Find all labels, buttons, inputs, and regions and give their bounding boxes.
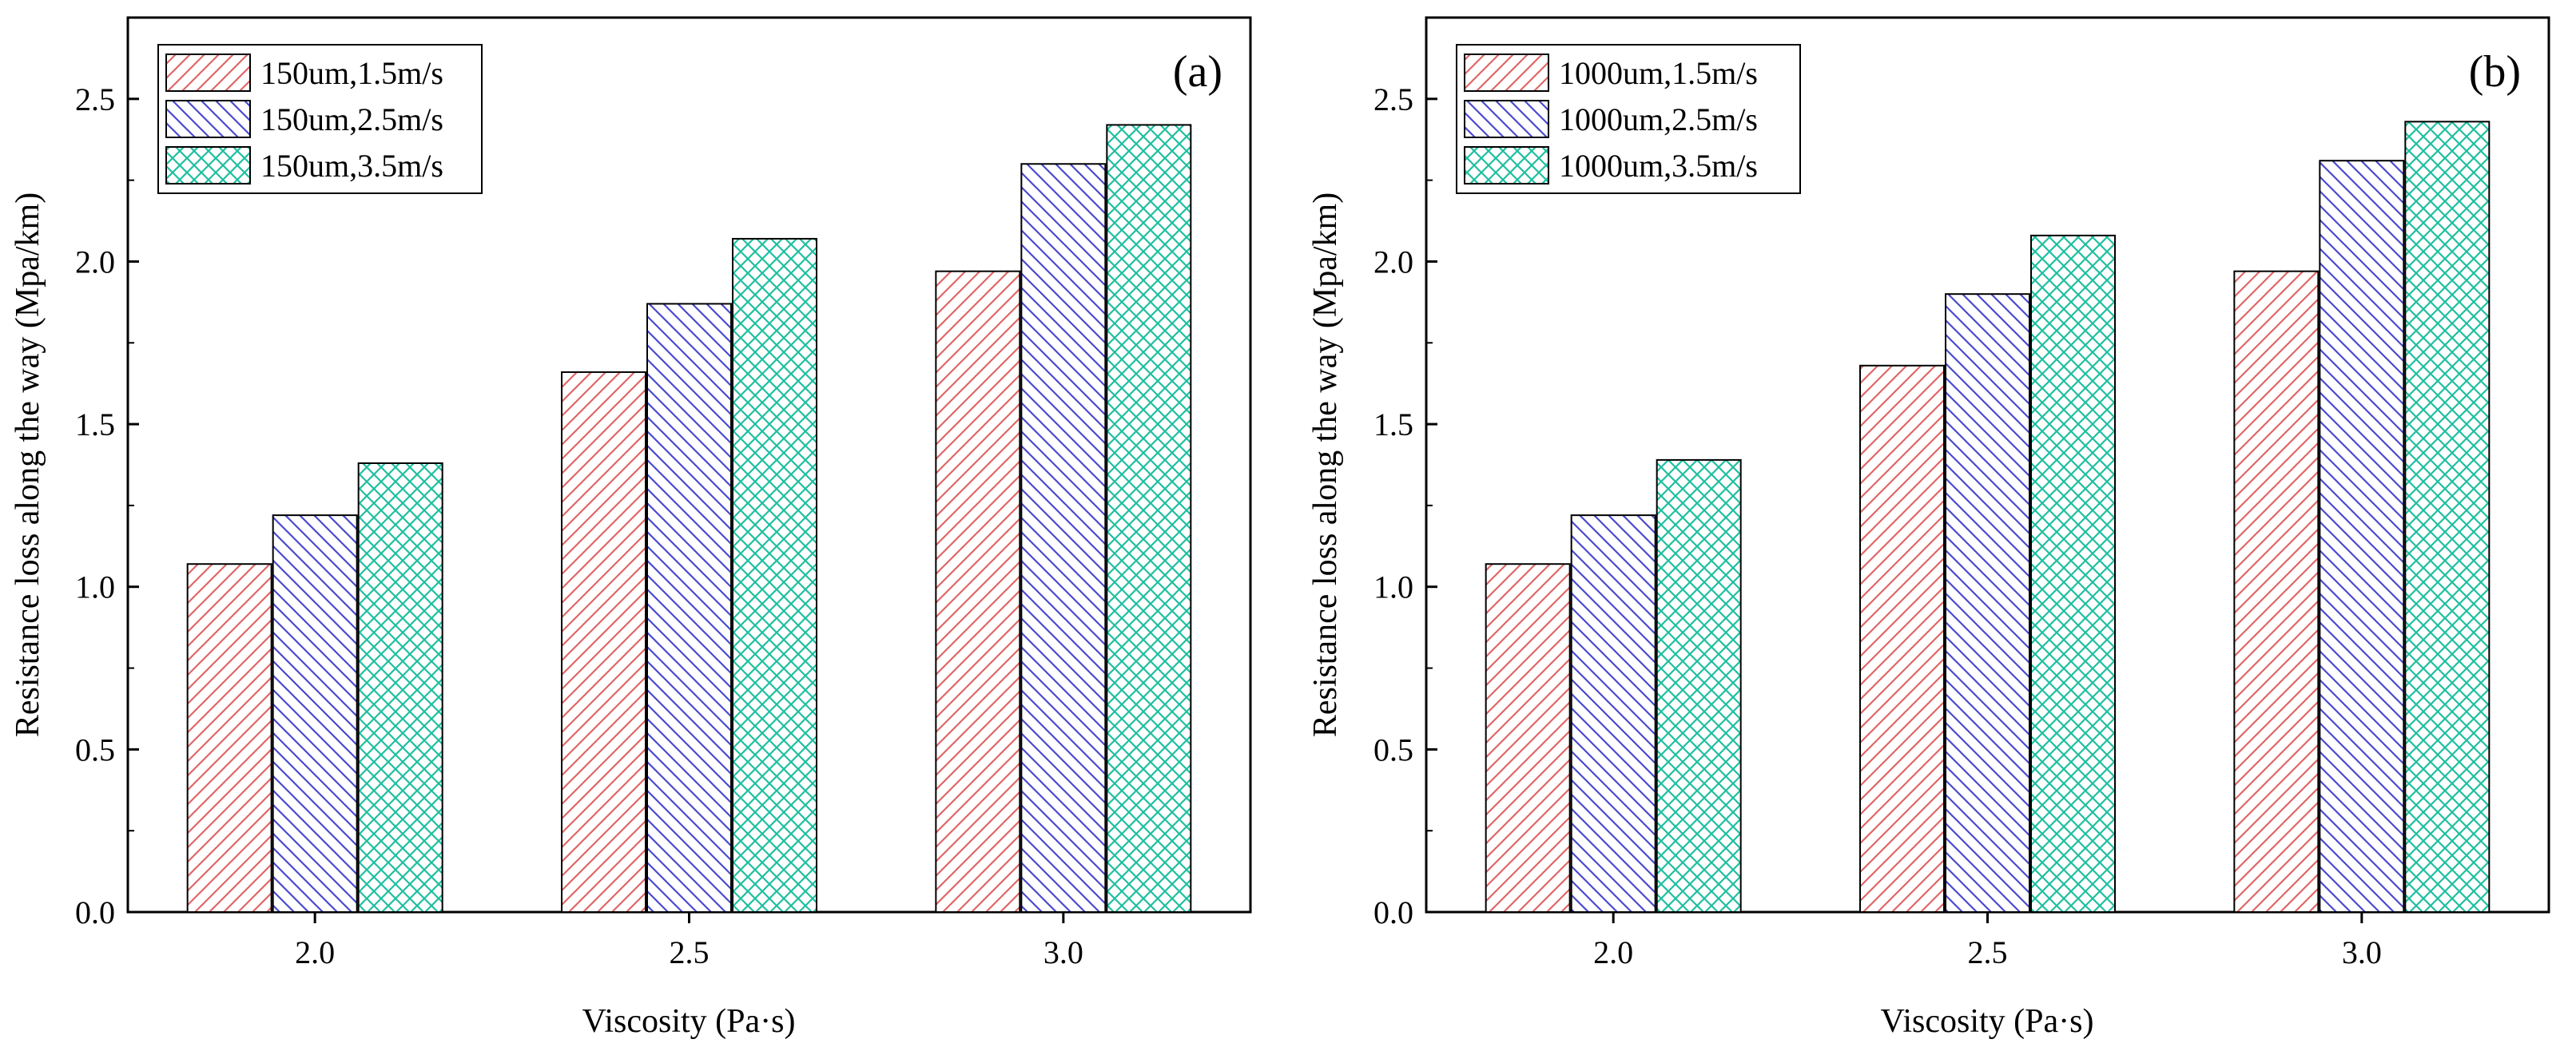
y-tick-label: 0.5 bbox=[75, 732, 115, 768]
bar-1000um-2-5m-s-3.0 bbox=[2319, 160, 2405, 913]
x-tick-label: 2.5 bbox=[1968, 934, 2008, 970]
x-axis-ticks: 2.0 2.5 3.0 bbox=[1593, 912, 2382, 970]
bar-1000um-3-5m-s-3.0 bbox=[2404, 121, 2491, 913]
x-axis-ticks: 2.0 2.5 3.0 bbox=[295, 912, 1083, 970]
bar-1000um-3-5m-s-2.0 bbox=[1656, 458, 1742, 913]
legend-label: 150um,3.5m/s bbox=[260, 148, 443, 184]
bar-150um-3-5m-s-2.5 bbox=[732, 237, 817, 914]
legend-label: 150um,2.5m/s bbox=[260, 101, 443, 137]
y-tick-label: 1.5 bbox=[75, 407, 115, 442]
bar-150um-2-5m-s-2.0 bbox=[272, 514, 358, 913]
x-tick-label: 3.0 bbox=[2342, 934, 2382, 970]
legend: 150um,1.5m/s 150um,2.5m/s 150um,3.5m/s bbox=[157, 44, 483, 194]
chart-panel-b: 0.0 0.5 1.0 1.5 2.0 2.5 2.0 2.5 3.0 Resistance … bbox=[1307, 16, 2550, 1040]
bar-group bbox=[186, 124, 1192, 914]
x-axis-title: Viscosity (Pa·s) bbox=[582, 1003, 796, 1040]
y-axis-ticks: 0.0 0.5 1.0 1.5 2.0 2.5 bbox=[75, 17, 139, 930]
y-tick-label: 2.0 bbox=[1373, 244, 1413, 280]
legend-swatch bbox=[1464, 100, 1549, 138]
legend-swatch bbox=[165, 146, 251, 184]
legend-label: 1000um,3.5m/s bbox=[1559, 148, 1758, 184]
legend-label: 1000um,2.5m/s bbox=[1559, 101, 1758, 137]
bar-150um-1-5m-s-2.5 bbox=[561, 371, 646, 914]
y-tick-label: 1.0 bbox=[75, 569, 115, 605]
legend-swatch bbox=[1464, 54, 1549, 92]
y-tick-label: 1.5 bbox=[1373, 407, 1413, 442]
y-tick-label: 1.0 bbox=[1373, 569, 1413, 605]
y-tick-label: 0.5 bbox=[1373, 732, 1413, 768]
x-tick-label: 2.0 bbox=[1593, 934, 1633, 970]
y-tick-label: 0.0 bbox=[75, 894, 115, 930]
y-tick-label: 2.0 bbox=[75, 244, 115, 280]
y-axis-title: Resistance loss along the way (Mpa/km) bbox=[10, 192, 46, 737]
y-axis-title: Resistance loss along the way (Mpa/km) bbox=[1307, 192, 1344, 737]
legend-label: 150um,1.5m/s bbox=[260, 55, 443, 91]
chart-panel-a: 0.0 0.5 1.0 1.5 2.0 2.5 2.0 2.5 3.0 Resistance … bbox=[10, 16, 1252, 1040]
panel-label: (a) bbox=[1173, 47, 1222, 97]
legend-swatch bbox=[1464, 146, 1549, 184]
bar-1000um-1-5m-s-3.0 bbox=[2233, 270, 2320, 913]
y-axis-ticks: 0.0 0.5 1.0 1.5 2.0 2.5 bbox=[1373, 17, 1437, 930]
bar-150um-1-5m-s-3.0 bbox=[935, 270, 1021, 913]
x-tick-label: 2.0 bbox=[295, 934, 335, 970]
y-tick-label: 2.5 bbox=[1373, 81, 1413, 117]
bar-group bbox=[1485, 121, 2491, 914]
bar-150um-3-5m-s-3.0 bbox=[1106, 124, 1192, 913]
legend-swatch bbox=[165, 100, 251, 138]
bar-150um-1-5m-s-2.0 bbox=[186, 563, 272, 914]
bar-150um-2-5m-s-3.0 bbox=[1020, 163, 1107, 914]
bar-150um-3-5m-s-2.0 bbox=[357, 462, 443, 913]
bar-150um-2-5m-s-2.5 bbox=[646, 303, 732, 913]
y-tick-label: 0.0 bbox=[1373, 894, 1413, 930]
legend: 1000um,1.5m/s 1000um,2.5m/s 1000um,3.5m/s bbox=[1456, 44, 1801, 194]
legend-label: 1000um,1.5m/s bbox=[1559, 55, 1758, 91]
x-tick-label: 2.5 bbox=[670, 934, 710, 970]
legend-swatch bbox=[165, 54, 251, 92]
bar-1000um-1-5m-s-2.5 bbox=[1859, 364, 1945, 914]
bar-1000um-2-5m-s-2.0 bbox=[1570, 514, 1656, 913]
bar-1000um-2-5m-s-2.5 bbox=[1945, 293, 2030, 913]
panel-label: (b) bbox=[2469, 47, 2521, 97]
y-tick-label: 2.5 bbox=[75, 81, 115, 117]
bar-1000um-3-5m-s-2.5 bbox=[2030, 234, 2116, 913]
x-tick-label: 3.0 bbox=[1044, 934, 1083, 970]
bar-1000um-1-5m-s-2.0 bbox=[1485, 563, 1571, 914]
x-axis-title: Viscosity (Pa·s) bbox=[1881, 1003, 2094, 1040]
